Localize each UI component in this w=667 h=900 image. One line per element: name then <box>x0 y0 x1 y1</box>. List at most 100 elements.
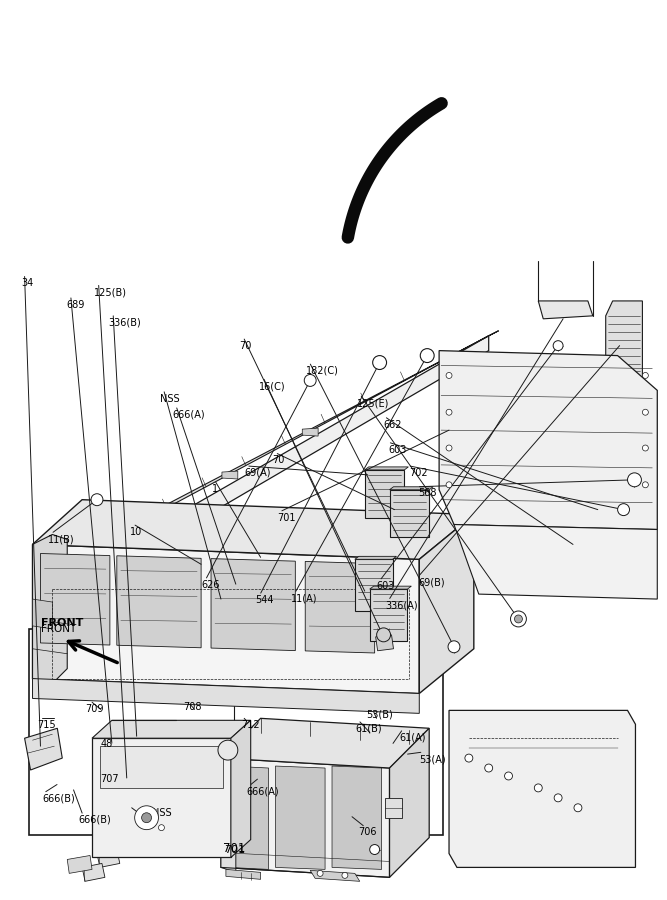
Polygon shape <box>222 471 238 479</box>
Text: 706: 706 <box>359 827 377 838</box>
Polygon shape <box>454 525 657 599</box>
Circle shape <box>642 482 648 488</box>
Circle shape <box>504 772 512 780</box>
Text: 70: 70 <box>273 455 285 465</box>
Polygon shape <box>370 590 408 641</box>
Bar <box>29 629 443 834</box>
Circle shape <box>159 824 165 831</box>
Polygon shape <box>221 758 390 878</box>
Polygon shape <box>390 487 433 490</box>
Polygon shape <box>41 554 110 645</box>
Text: NSS: NSS <box>151 808 171 818</box>
Circle shape <box>554 794 562 802</box>
Text: 11(A): 11(A) <box>291 593 317 603</box>
Text: 626: 626 <box>201 580 219 590</box>
Text: 701: 701 <box>277 513 295 523</box>
Text: 1: 1 <box>212 484 218 494</box>
Polygon shape <box>449 710 636 868</box>
Polygon shape <box>33 679 420 714</box>
Circle shape <box>91 494 103 506</box>
Text: 603: 603 <box>376 580 395 590</box>
Circle shape <box>642 373 648 378</box>
Polygon shape <box>302 428 318 436</box>
Polygon shape <box>33 535 67 683</box>
Circle shape <box>370 844 380 854</box>
Text: 666(A): 666(A) <box>172 410 205 419</box>
Circle shape <box>141 813 151 823</box>
Bar <box>385 797 402 818</box>
Polygon shape <box>420 515 474 694</box>
Circle shape <box>342 872 348 878</box>
Polygon shape <box>332 766 382 869</box>
Text: 16(C): 16(C) <box>259 381 286 392</box>
Text: 712: 712 <box>241 720 259 730</box>
Circle shape <box>218 740 238 760</box>
Text: 666(A): 666(A) <box>246 787 279 796</box>
Polygon shape <box>43 336 489 591</box>
Polygon shape <box>176 842 206 854</box>
Polygon shape <box>146 511 162 519</box>
Polygon shape <box>365 470 404 518</box>
Text: 666(B): 666(B) <box>79 814 111 825</box>
Polygon shape <box>43 330 499 574</box>
Polygon shape <box>211 559 295 651</box>
Text: 666(B): 666(B) <box>43 794 75 804</box>
Polygon shape <box>117 556 201 648</box>
Circle shape <box>446 373 452 378</box>
Polygon shape <box>376 634 394 651</box>
Text: 11(B): 11(B) <box>48 534 75 544</box>
Polygon shape <box>390 728 429 878</box>
Circle shape <box>642 410 648 415</box>
Text: 701: 701 <box>223 842 245 855</box>
Circle shape <box>373 356 387 370</box>
Circle shape <box>420 348 434 363</box>
Circle shape <box>135 806 159 830</box>
Text: 702: 702 <box>409 468 428 478</box>
Text: 61(A): 61(A) <box>400 733 426 742</box>
Text: 662: 662 <box>384 419 402 429</box>
Text: NSS: NSS <box>160 393 180 403</box>
Polygon shape <box>275 766 325 869</box>
Text: 34: 34 <box>21 278 33 288</box>
Circle shape <box>446 482 452 488</box>
Text: 689: 689 <box>66 300 85 310</box>
Text: 708: 708 <box>183 702 201 712</box>
Text: 125(B): 125(B) <box>94 287 127 297</box>
Polygon shape <box>82 863 105 881</box>
Text: 61(B): 61(B) <box>356 724 382 733</box>
Text: 182(C): 182(C) <box>305 366 339 376</box>
Text: 48: 48 <box>101 739 113 749</box>
Polygon shape <box>92 738 231 858</box>
Polygon shape <box>92 720 251 738</box>
Polygon shape <box>370 586 412 590</box>
Polygon shape <box>305 562 375 653</box>
Polygon shape <box>33 599 53 629</box>
Text: 709: 709 <box>85 704 104 714</box>
Circle shape <box>618 504 630 516</box>
Text: 568: 568 <box>418 489 437 499</box>
Polygon shape <box>231 720 251 858</box>
Text: 603: 603 <box>388 445 407 455</box>
Text: 53(B): 53(B) <box>367 709 394 719</box>
Circle shape <box>534 784 542 792</box>
Polygon shape <box>439 351 657 529</box>
Polygon shape <box>355 559 392 611</box>
Circle shape <box>485 764 493 772</box>
Circle shape <box>510 611 526 627</box>
Polygon shape <box>355 556 396 559</box>
Circle shape <box>574 804 582 812</box>
Text: 707: 707 <box>101 774 119 784</box>
Circle shape <box>377 628 390 642</box>
Circle shape <box>642 445 648 451</box>
Polygon shape <box>33 544 420 694</box>
Circle shape <box>628 472 642 487</box>
Polygon shape <box>67 856 92 873</box>
Text: 125(E): 125(E) <box>357 398 389 408</box>
Polygon shape <box>33 500 474 559</box>
Circle shape <box>446 410 452 415</box>
Text: 544: 544 <box>255 595 274 605</box>
Polygon shape <box>538 301 593 319</box>
Polygon shape <box>97 850 120 868</box>
Polygon shape <box>221 718 429 768</box>
Text: 10: 10 <box>130 526 142 537</box>
